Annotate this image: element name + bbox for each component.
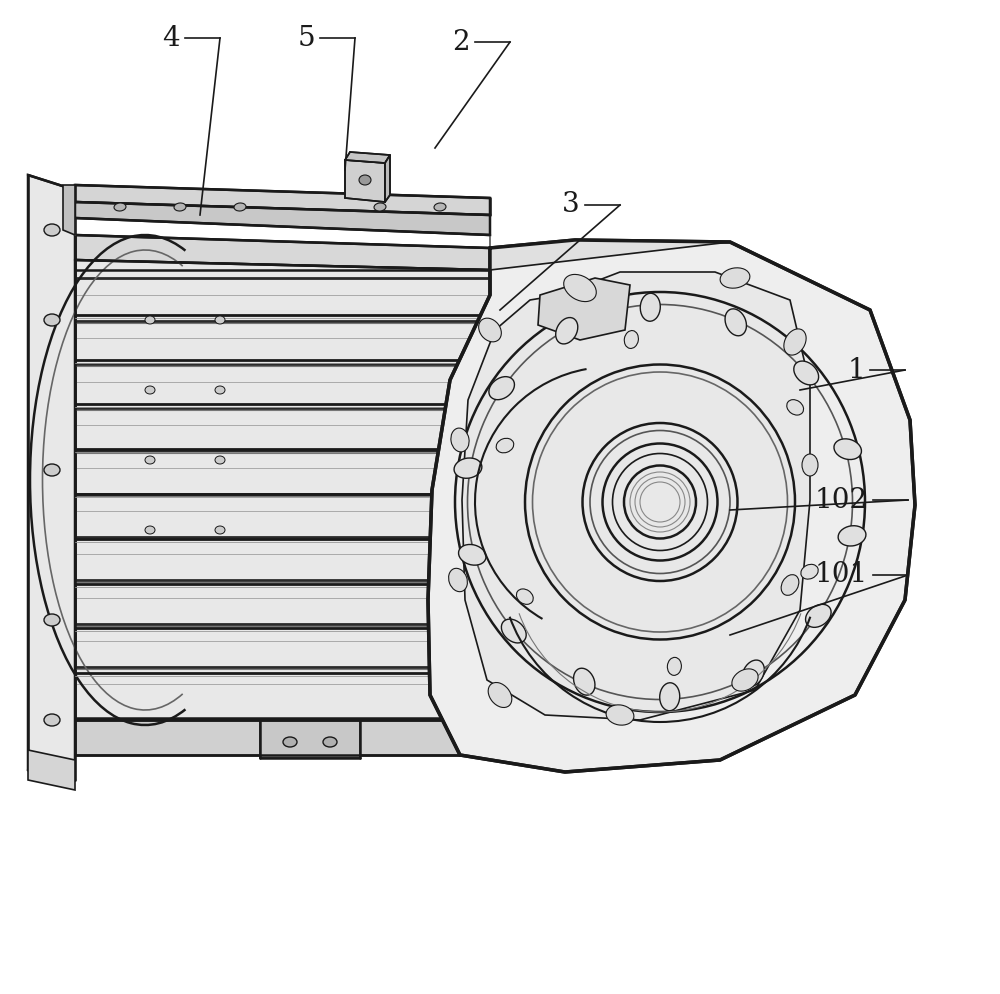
Ellipse shape [624,331,638,349]
Ellipse shape [660,683,680,711]
Ellipse shape [479,318,501,342]
Ellipse shape [374,203,386,211]
Ellipse shape [742,660,764,687]
Polygon shape [462,272,810,720]
Polygon shape [75,202,490,235]
Ellipse shape [454,458,482,478]
Ellipse shape [564,274,596,301]
Polygon shape [260,720,360,758]
Ellipse shape [802,454,818,476]
Polygon shape [75,235,490,270]
Polygon shape [75,185,490,215]
Ellipse shape [489,377,514,400]
Ellipse shape [488,683,512,708]
Ellipse shape [44,224,60,236]
Polygon shape [28,750,75,790]
Ellipse shape [838,526,866,546]
Ellipse shape [114,203,126,211]
Ellipse shape [574,668,595,695]
Ellipse shape [725,309,746,336]
Ellipse shape [215,386,225,394]
Ellipse shape [215,526,225,534]
Ellipse shape [781,575,799,595]
Ellipse shape [459,545,486,566]
Polygon shape [345,152,390,163]
Ellipse shape [787,400,804,415]
Ellipse shape [834,438,861,459]
Ellipse shape [667,657,681,675]
Ellipse shape [145,456,155,464]
Ellipse shape [283,737,297,747]
Ellipse shape [44,614,60,626]
Polygon shape [490,240,730,270]
Ellipse shape [174,203,186,211]
Ellipse shape [556,317,578,344]
Ellipse shape [215,316,225,324]
Ellipse shape [784,329,806,355]
Ellipse shape [44,714,60,726]
Polygon shape [428,240,915,772]
Ellipse shape [145,526,155,534]
Polygon shape [385,155,390,202]
Ellipse shape [516,588,533,604]
Text: 4: 4 [162,25,180,52]
Text: 2: 2 [452,29,470,56]
Text: 102: 102 [815,486,868,514]
Ellipse shape [145,386,155,394]
Ellipse shape [44,314,60,326]
Ellipse shape [323,737,337,747]
Polygon shape [345,160,385,202]
Text: 5: 5 [297,25,315,52]
Text: 101: 101 [815,562,868,588]
Ellipse shape [234,203,246,211]
Ellipse shape [449,569,467,591]
Ellipse shape [801,565,818,580]
Polygon shape [63,185,75,235]
Ellipse shape [145,316,155,324]
Polygon shape [75,720,490,755]
Ellipse shape [606,705,634,726]
Ellipse shape [434,203,446,211]
Ellipse shape [44,464,60,476]
Ellipse shape [215,456,225,464]
Polygon shape [28,175,75,780]
Ellipse shape [359,175,371,185]
Text: 3: 3 [562,192,580,219]
Ellipse shape [451,428,469,452]
Ellipse shape [794,361,819,385]
Ellipse shape [720,267,750,288]
Ellipse shape [732,669,758,691]
Ellipse shape [496,438,514,453]
Polygon shape [538,278,630,340]
Ellipse shape [806,604,831,627]
Text: 1: 1 [847,357,865,384]
Ellipse shape [640,293,660,321]
Ellipse shape [501,619,526,643]
Polygon shape [75,260,490,720]
